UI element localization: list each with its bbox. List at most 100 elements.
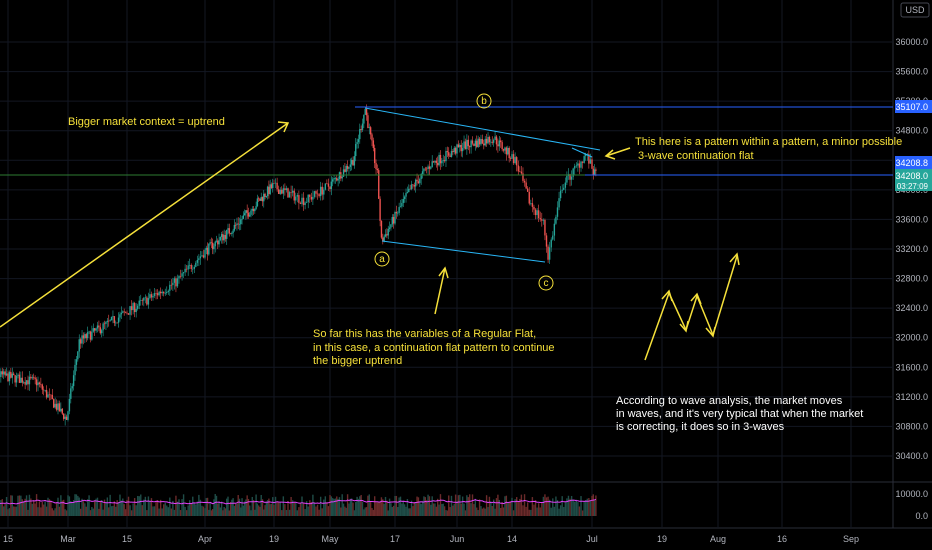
- candle-body: [471, 140, 474, 144]
- volume-bar: [454, 494, 457, 516]
- volume-bar: [588, 498, 590, 516]
- candle-body: [570, 176, 573, 180]
- flat-annotation-line-2[interactable]: in this case, a continuation flat patter…: [313, 342, 555, 354]
- volume-bar: [474, 498, 477, 516]
- volume-bar: [453, 503, 455, 516]
- candle-body: [130, 306, 133, 311]
- volume-bar: [164, 502, 166, 516]
- candle-body: [78, 339, 80, 352]
- volume-bar: [467, 497, 469, 516]
- wave-label-a[interactable]: a: [374, 251, 390, 267]
- volume-bar: [537, 503, 540, 516]
- volume-bar: [417, 497, 420, 516]
- wave-analysis-note-line-3[interactable]: is correcting, it does so in 3-waves: [616, 421, 785, 433]
- candle-body: [484, 138, 486, 146]
- minor-pattern-annotation-line-2[interactable]: 3-wave continuation flat: [638, 150, 754, 162]
- candle-body: [234, 224, 237, 226]
- currency-badge[interactable]: USD: [900, 2, 930, 18]
- candle-body: [372, 140, 375, 148]
- candle-body: [384, 234, 387, 237]
- candle-body: [72, 375, 75, 387]
- volume-bar: [215, 495, 218, 516]
- volume-bar: [324, 496, 327, 516]
- flat-upper-channel-line[interactable]: [364, 107, 601, 151]
- volume-bar: [96, 497, 99, 516]
- candle-body: [392, 217, 395, 224]
- candle-body: [428, 166, 431, 169]
- volume-bar: [227, 496, 229, 516]
- candle-body: [299, 202, 302, 204]
- volume-bar: [359, 496, 361, 516]
- candle-body: [246, 210, 248, 213]
- candle-body: [324, 183, 327, 190]
- uptrend-arrow[interactable]: [0, 121, 290, 328]
- wave-label-c[interactable]: c: [538, 275, 554, 291]
- flat-annotation-line-3[interactable]: the bigger uptrend: [313, 355, 402, 367]
- price-tick-label: 32000.0: [895, 333, 928, 343]
- candle-body: [282, 188, 285, 194]
- candle-body: [588, 154, 590, 164]
- wave-label-b[interactable]: b: [476, 93, 492, 109]
- candle-body: [92, 328, 94, 332]
- volume-bar: [439, 494, 442, 516]
- volume-bar: [360, 494, 362, 516]
- volume-bar: [481, 508, 484, 516]
- candle-body: [24, 382, 26, 385]
- candle-body: [452, 151, 454, 153]
- candle-body: [333, 178, 335, 180]
- minor-flat-pointer-arrow[interactable]: [604, 147, 631, 160]
- time-axis[interactable]: 15 Mar 15 Apr 19 May 17 Jun 14 Jul 19 Aug 16 Sep: [3, 534, 859, 544]
- volume-bar: [443, 506, 446, 516]
- volume-bar: [392, 505, 395, 516]
- candle-body: [58, 403, 61, 412]
- candle-body: [542, 219, 545, 221]
- volume-bar: [357, 498, 360, 516]
- wave-analysis-note-line-1[interactable]: According to wave analysis, the market m…: [616, 395, 843, 407]
- volume-bar: [137, 495, 139, 516]
- candle-body: [199, 256, 202, 259]
- candle-body: [249, 214, 251, 217]
- flat-annotation-line-1[interactable]: So far this has the variables of a Regul…: [313, 328, 536, 340]
- volume-bar: [266, 500, 269, 516]
- candle-body: [120, 312, 123, 315]
- wave-analysis-note-line-2[interactable]: in waves, and it's very typical that whe…: [616, 408, 863, 420]
- candle-body: [38, 382, 41, 385]
- volume-bar: [282, 496, 285, 516]
- volume-bar: [494, 508, 496, 516]
- volume-bar: [519, 498, 521, 516]
- candle-body: [102, 323, 104, 331]
- volume-bar: [242, 505, 245, 516]
- candle-body: [313, 191, 316, 197]
- volume-bar: [490, 501, 492, 516]
- volume-bar: [403, 504, 406, 516]
- minor-pattern-annotation-line-1[interactable]: This here is a pattern within a pattern,…: [635, 136, 902, 148]
- candle-body: [344, 169, 346, 172]
- candle-body: [574, 166, 576, 169]
- projected-wave-path[interactable]: [644, 252, 740, 361]
- flat-lower-channel-line[interactable]: [381, 240, 546, 263]
- time-tick-label: Jun: [450, 534, 465, 544]
- volume-bar: [477, 510, 479, 516]
- volume-bar: [349, 498, 352, 516]
- candle-body: [526, 188, 529, 192]
- volume-bar: [425, 500, 428, 516]
- volume-bar: [342, 503, 345, 516]
- candle-body: [222, 234, 224, 241]
- context-annotation[interactable]: Bigger market context = uptrend: [68, 116, 225, 128]
- volume-bar: [460, 503, 462, 516]
- volume-bar: [63, 499, 65, 516]
- candle-body: [126, 312, 128, 314]
- volume-bar: [430, 504, 432, 516]
- volume-bar: [279, 502, 281, 516]
- candle-body: [245, 210, 247, 214]
- candle-body: [449, 155, 451, 157]
- candle-body: [204, 249, 206, 258]
- volume-bar: [501, 501, 503, 516]
- minor-flat-upper-line[interactable]: [571, 147, 593, 158]
- volume-bar: [214, 494, 216, 516]
- candle-body: [260, 197, 262, 201]
- candle-body: [50, 394, 52, 396]
- flat-pointer-arrow[interactable]: [434, 266, 449, 315]
- volume-bar: [33, 500, 35, 516]
